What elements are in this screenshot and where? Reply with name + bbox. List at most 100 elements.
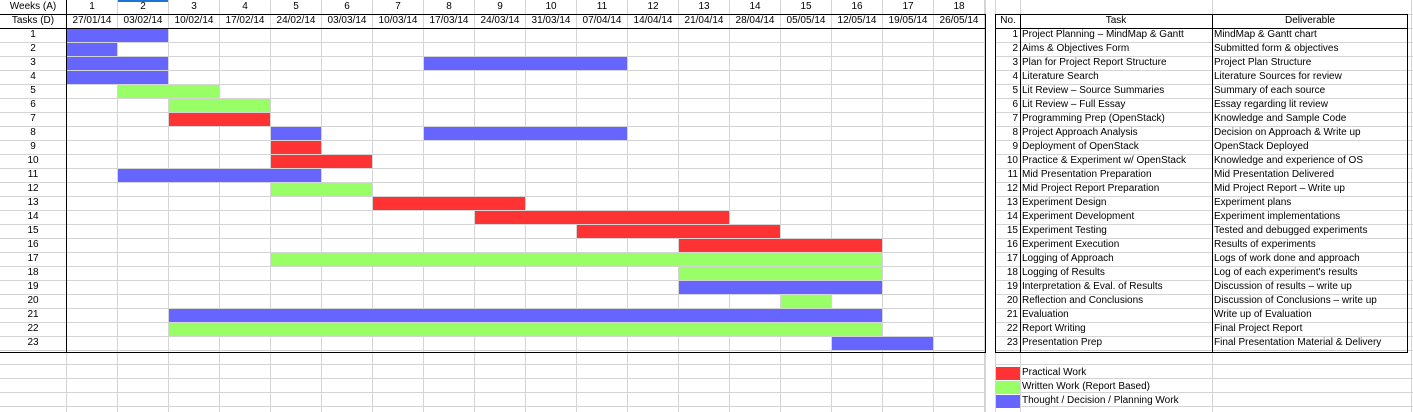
task-table-task-cell[interactable]: Mid Presentation Preparation: [1022, 169, 1152, 180]
task-table-task-cell[interactable]: Aims & Objectives Form: [1022, 43, 1130, 54]
task-table-deliverable-cell[interactable]: Essay regarding lit review: [1214, 99, 1328, 110]
task-table-no-cell[interactable]: 17: [1006, 253, 1018, 264]
task-table-no-cell[interactable]: 16: [1006, 239, 1018, 250]
gantt-bar-written[interactable]: [781, 295, 831, 308]
task-table-task-cell[interactable]: Report Writing: [1022, 323, 1086, 334]
week-number-cell[interactable]: 7: [395, 1, 401, 12]
task-table-deliverable-cell[interactable]: Knowledge and Sample Code: [1214, 113, 1347, 124]
task-table-task-cell[interactable]: Lit Review – Source Summaries: [1022, 85, 1165, 96]
task-table-header[interactable]: Task: [1105, 15, 1127, 26]
week-number-cell[interactable]: 16: [851, 1, 863, 12]
task-number-cell[interactable]: 4: [30, 71, 36, 82]
task-table-deliverable-cell[interactable]: Summary of each source: [1214, 85, 1326, 96]
task-table-deliverable-cell[interactable]: Literature Sources for review: [1214, 71, 1342, 82]
week-date-cell[interactable]: 07/04/14: [582, 15, 622, 26]
week-number-cell[interactable]: 2: [140, 1, 146, 12]
gantt-bar-written[interactable]: [271, 253, 882, 266]
task-table-deliverable-cell[interactable]: OpenStack Deployed: [1214, 141, 1309, 152]
week-number-cell[interactable]: 8: [446, 1, 452, 12]
gantt-bar-written[interactable]: [271, 183, 372, 196]
legend-label[interactable]: Practical Work: [1022, 367, 1087, 378]
week-date-cell[interactable]: 28/04/14: [735, 15, 775, 26]
task-table-task-cell[interactable]: Evaluation: [1022, 309, 1069, 320]
task-table-no-cell[interactable]: 3: [1012, 57, 1018, 68]
task-number-cell[interactable]: 10: [27, 155, 39, 166]
week-date-cell[interactable]: 03/02/14: [123, 15, 163, 26]
task-table-task-cell[interactable]: Logging of Results: [1022, 267, 1105, 278]
task-number-cell[interactable]: 15: [27, 225, 39, 236]
week-number-cell[interactable]: 15: [800, 1, 812, 12]
task-table-task-cell[interactable]: Deployment of OpenStack: [1022, 141, 1139, 152]
week-number-cell[interactable]: 6: [344, 1, 350, 12]
task-table-task-cell[interactable]: Experiment Testing: [1022, 225, 1107, 236]
gantt-bar-thought[interactable]: [67, 43, 117, 56]
task-table-task-cell[interactable]: Presentation Prep: [1022, 337, 1103, 348]
task-table-deliverable-cell[interactable]: Project Plan Structure: [1214, 57, 1312, 68]
task-table-deliverable-cell[interactable]: Experiment plans: [1214, 197, 1292, 208]
task-number-cell[interactable]: 2: [30, 43, 36, 54]
task-number-cell[interactable]: 13: [27, 197, 39, 208]
task-table-deliverable-cell[interactable]: Discussion of Conclusions – write up: [1214, 295, 1377, 306]
task-table-no-cell[interactable]: 14: [1006, 211, 1018, 222]
task-table-task-cell[interactable]: Logging of Approach: [1022, 253, 1114, 264]
gantt-bar-written[interactable]: [118, 85, 219, 98]
task-number-cell[interactable]: 19: [27, 281, 39, 292]
week-number-cell[interactable]: 12: [647, 1, 659, 12]
week-number-cell[interactable]: 5: [293, 1, 299, 12]
task-table-no-cell[interactable]: 4: [1012, 71, 1018, 82]
week-number-cell[interactable]: 10: [545, 1, 557, 12]
task-table-deliverable-cell[interactable]: Decision on Approach & Write up: [1214, 127, 1361, 138]
task-table-header[interactable]: No.: [1000, 15, 1016, 26]
task-table-no-cell[interactable]: 5: [1012, 85, 1018, 96]
week-date-cell[interactable]: 27/01/14: [72, 15, 112, 26]
task-number-cell[interactable]: 12: [27, 183, 39, 194]
gantt-bar-thought[interactable]: [424, 57, 627, 70]
gantt-bar-written[interactable]: [679, 267, 882, 280]
task-table-deliverable-cell[interactable]: Mid Presentation Delivered: [1214, 169, 1335, 180]
gantt-bar-practical[interactable]: [679, 239, 882, 252]
task-table-deliverable-cell[interactable]: Discussion of results – write up: [1214, 281, 1352, 292]
task-table-task-cell[interactable]: Project Planning – MindMap & Gantt: [1022, 29, 1184, 40]
task-table-task-cell[interactable]: Mid Project Report Preparation: [1022, 183, 1160, 194]
task-table-no-cell[interactable]: 2: [1012, 43, 1018, 54]
week-date-cell[interactable]: 03/03/14: [327, 15, 367, 26]
task-table-task-cell[interactable]: Programming Prep (OpenStack): [1022, 113, 1165, 124]
week-date-cell[interactable]: 21/04/14: [684, 15, 724, 26]
task-table-deliverable-cell[interactable]: Tested and debugged experiments: [1214, 225, 1368, 236]
task-number-cell[interactable]: 14: [27, 211, 39, 222]
week-date-cell[interactable]: 10/03/14: [378, 15, 418, 26]
gantt-bar-thought[interactable]: [67, 29, 168, 42]
week-date-cell[interactable]: 24/02/14: [276, 15, 316, 26]
task-table-no-cell[interactable]: 10: [1006, 155, 1018, 166]
task-table-deliverable-cell[interactable]: Final Project Report: [1214, 323, 1303, 334]
task-table-task-cell[interactable]: Experiment Execution: [1022, 239, 1120, 250]
task-table-task-cell[interactable]: Interpretation & Eval. of Results: [1022, 281, 1163, 292]
task-table-task-cell[interactable]: Reflection and Conclusions: [1022, 295, 1144, 306]
week-date-cell[interactable]: 24/03/14: [480, 15, 520, 26]
task-table-task-cell[interactable]: Project Approach Analysis: [1022, 127, 1138, 138]
task-table-no-cell[interactable]: 8: [1012, 127, 1018, 138]
week-date-cell[interactable]: 31/03/14: [531, 15, 571, 26]
task-table-deliverable-cell[interactable]: Mid Project Report – Write up: [1214, 183, 1345, 194]
week-number-cell[interactable]: 14: [749, 1, 761, 12]
week-date-cell[interactable]: 26/05/14: [939, 15, 979, 26]
task-number-cell[interactable]: 8: [30, 127, 36, 138]
gantt-bar-thought[interactable]: [67, 71, 168, 84]
task-table-header[interactable]: Deliverable: [1284, 15, 1336, 26]
gantt-bar-thought[interactable]: [424, 127, 627, 140]
gantt-bar-practical[interactable]: [475, 211, 729, 224]
week-number-cell[interactable]: 17: [902, 1, 914, 12]
week-number-cell[interactable]: 18: [953, 1, 965, 12]
task-table-task-cell[interactable]: Plan for Project Report Structure: [1022, 57, 1167, 68]
week-number-cell[interactable]: 1: [89, 1, 95, 12]
week-number-cell[interactable]: 9: [497, 1, 503, 12]
week-number-cell[interactable]: 11: [596, 1, 608, 12]
gantt-bar-practical[interactable]: [169, 113, 270, 126]
week-number-cell[interactable]: 4: [242, 1, 248, 12]
week-date-cell[interactable]: 17/03/14: [429, 15, 469, 26]
task-number-cell[interactable]: 20: [27, 295, 39, 306]
task-table-no-cell[interactable]: 7: [1012, 113, 1018, 124]
task-table-deliverable-cell[interactable]: Logs of work done and approach: [1214, 253, 1360, 264]
gantt-bar-thought[interactable]: [67, 57, 168, 70]
task-number-cell[interactable]: 22: [27, 323, 39, 334]
